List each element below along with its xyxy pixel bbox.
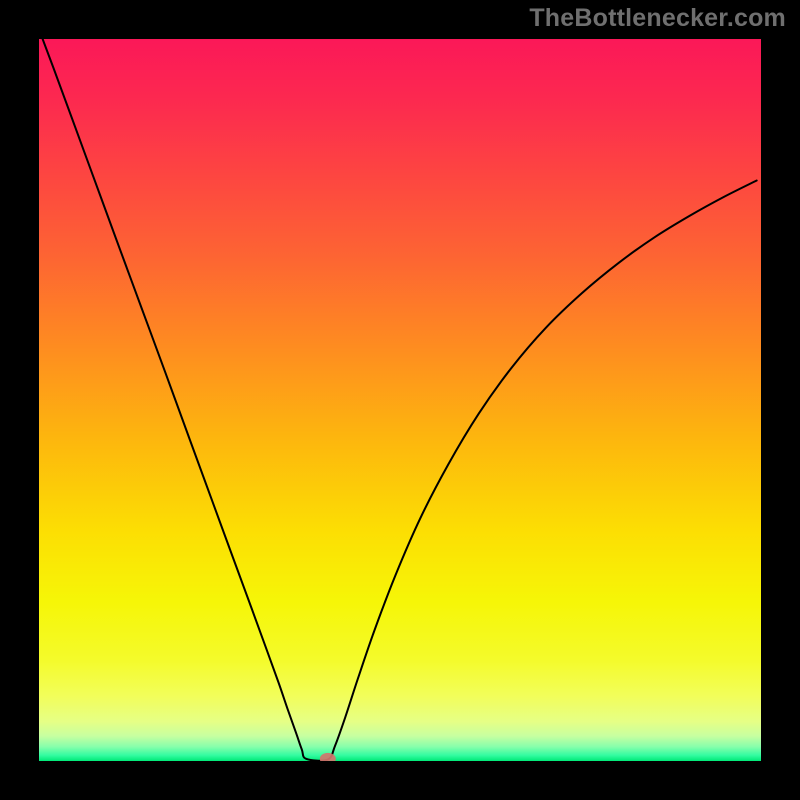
frame-right <box>761 0 800 800</box>
watermark-text: TheBottlenecker.com <box>529 4 786 33</box>
frame-left <box>0 0 39 800</box>
frame-bottom <box>0 761 800 800</box>
gradient-plot-area <box>39 39 761 761</box>
